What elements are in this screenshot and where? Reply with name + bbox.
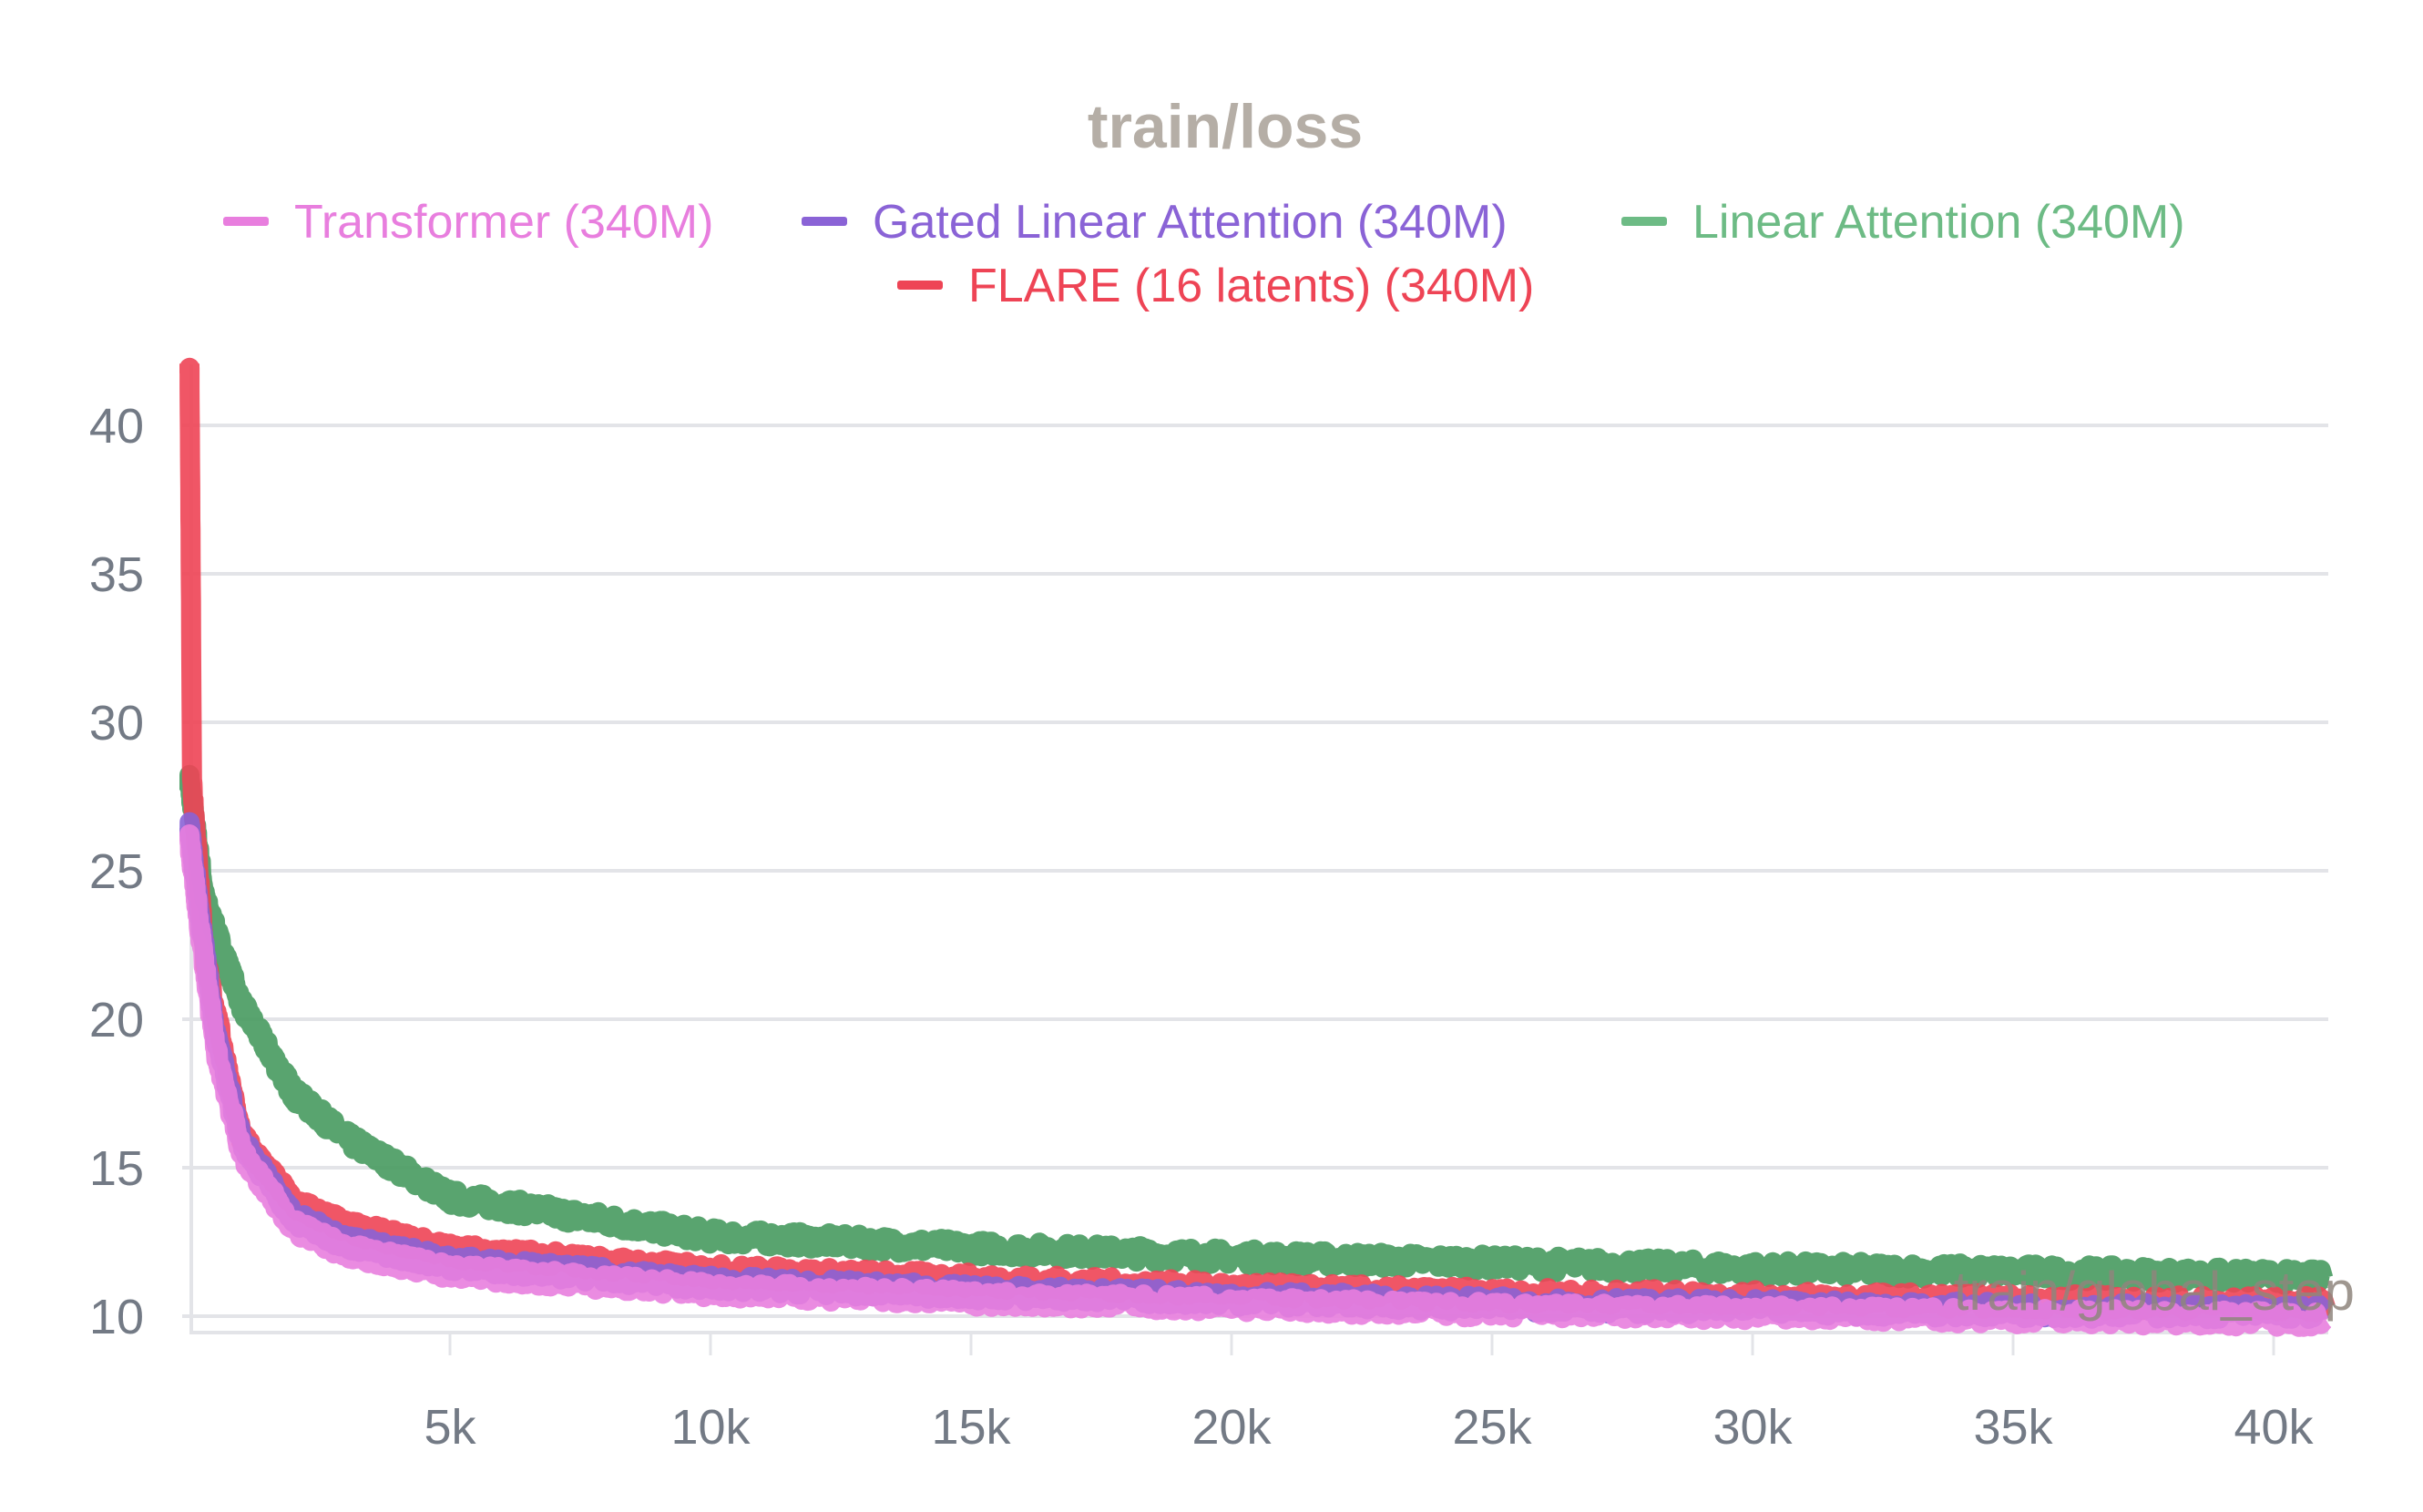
chart-title: train/loss: [1088, 92, 1363, 161]
series-line-3: [179, 357, 2336, 1323]
series-line-2: [179, 764, 2334, 1295]
ticks: 10 15 20 25 30 35 40 5k 10k 15k 20k 25k 30k 35k 40k: [89, 399, 2315, 1455]
y-tick-label: 35: [89, 547, 144, 602]
x-tick-label: 15k: [931, 1400, 1011, 1455]
series-line-0: [179, 824, 2334, 1337]
grid: [182, 364, 2328, 1355]
legend-label[interactable]: Transformer (340M): [294, 196, 713, 249]
y-tick-label: 10: [89, 1290, 144, 1344]
y-tick-label: 30: [89, 696, 144, 751]
y-tick-label: 40: [89, 399, 144, 454]
y-tick-label: 15: [89, 1141, 144, 1196]
x-tick-label: 40k: [2234, 1400, 2314, 1455]
x-tick-label: 30k: [1712, 1400, 1793, 1455]
legend-swatch: [802, 217, 847, 226]
x-tick-label: 5k: [424, 1400, 476, 1455]
x-tick-label: 25k: [1452, 1400, 1532, 1455]
legend-label[interactable]: Linear Attention (340M): [1692, 196, 2185, 249]
x-tick-label: 20k: [1191, 1400, 1272, 1455]
legend-label[interactable]: Gated Linear Attention (340M): [873, 196, 1508, 249]
legend-swatch: [1621, 217, 1667, 226]
x-axis-label: train/global_step: [1954, 1261, 2355, 1322]
legend: Transformer (340M) Gated Linear Attention…: [223, 196, 2185, 312]
legend-swatch: [897, 281, 943, 290]
legend-label[interactable]: FLARE (16 latents) (340M): [968, 260, 1534, 312]
series-group: [179, 357, 2336, 1337]
x-tick-label: 10k: [670, 1400, 751, 1455]
legend-swatch: [223, 217, 269, 226]
x-tick-label: 35k: [1973, 1400, 2053, 1455]
y-tick-label: 20: [89, 993, 144, 1047]
y-tick-label: 25: [89, 844, 144, 899]
